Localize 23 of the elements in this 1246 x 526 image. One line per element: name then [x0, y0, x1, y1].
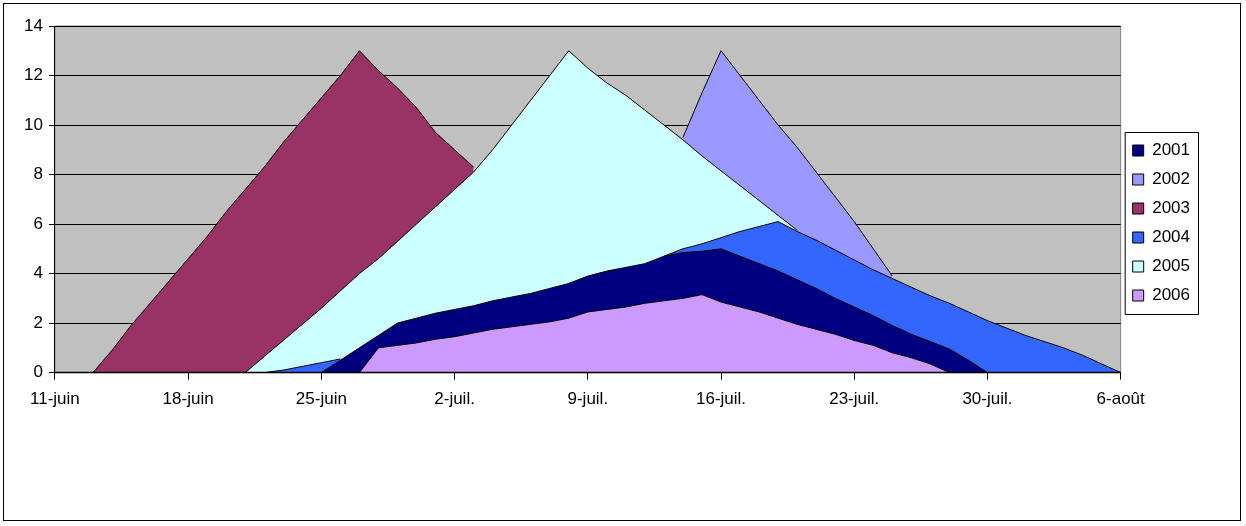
x-tick-label: 23-juil. — [829, 389, 880, 409]
y-tick-label: 6 — [33, 213, 43, 233]
x-tick-label: 25-juin — [295, 389, 347, 409]
legend-label: 2002 — [1152, 169, 1191, 189]
y-tick-label: 14 — [23, 15, 43, 35]
y-tick-label: 8 — [33, 164, 43, 184]
y-tick-label: 10 — [23, 114, 43, 134]
x-tick-label: 11-juin — [30, 389, 80, 409]
x-tick-label: 2-juil. — [434, 389, 475, 409]
legend-label: 2001 — [1152, 140, 1191, 160]
y-tick-label: 12 — [23, 65, 43, 85]
y-tick-label: 4 — [33, 263, 43, 283]
x-tick-label: 9-juil. — [567, 389, 609, 409]
x-tick-label: 6-août — [1096, 389, 1146, 409]
x-tick-label: 16-juil. — [695, 389, 747, 409]
x-tick-label: 30-juil. — [962, 389, 1013, 409]
y-tick-label: 0 — [33, 362, 43, 382]
y-tick-label: 2 — [33, 312, 43, 332]
legend-label: 2004 — [1152, 227, 1191, 247]
legend-label: 2005 — [1152, 256, 1191, 276]
legend-label: 2006 — [1152, 285, 1191, 305]
x-tick-label: 18-juin — [162, 389, 214, 409]
legend-label: 2003 — [1152, 198, 1191, 218]
